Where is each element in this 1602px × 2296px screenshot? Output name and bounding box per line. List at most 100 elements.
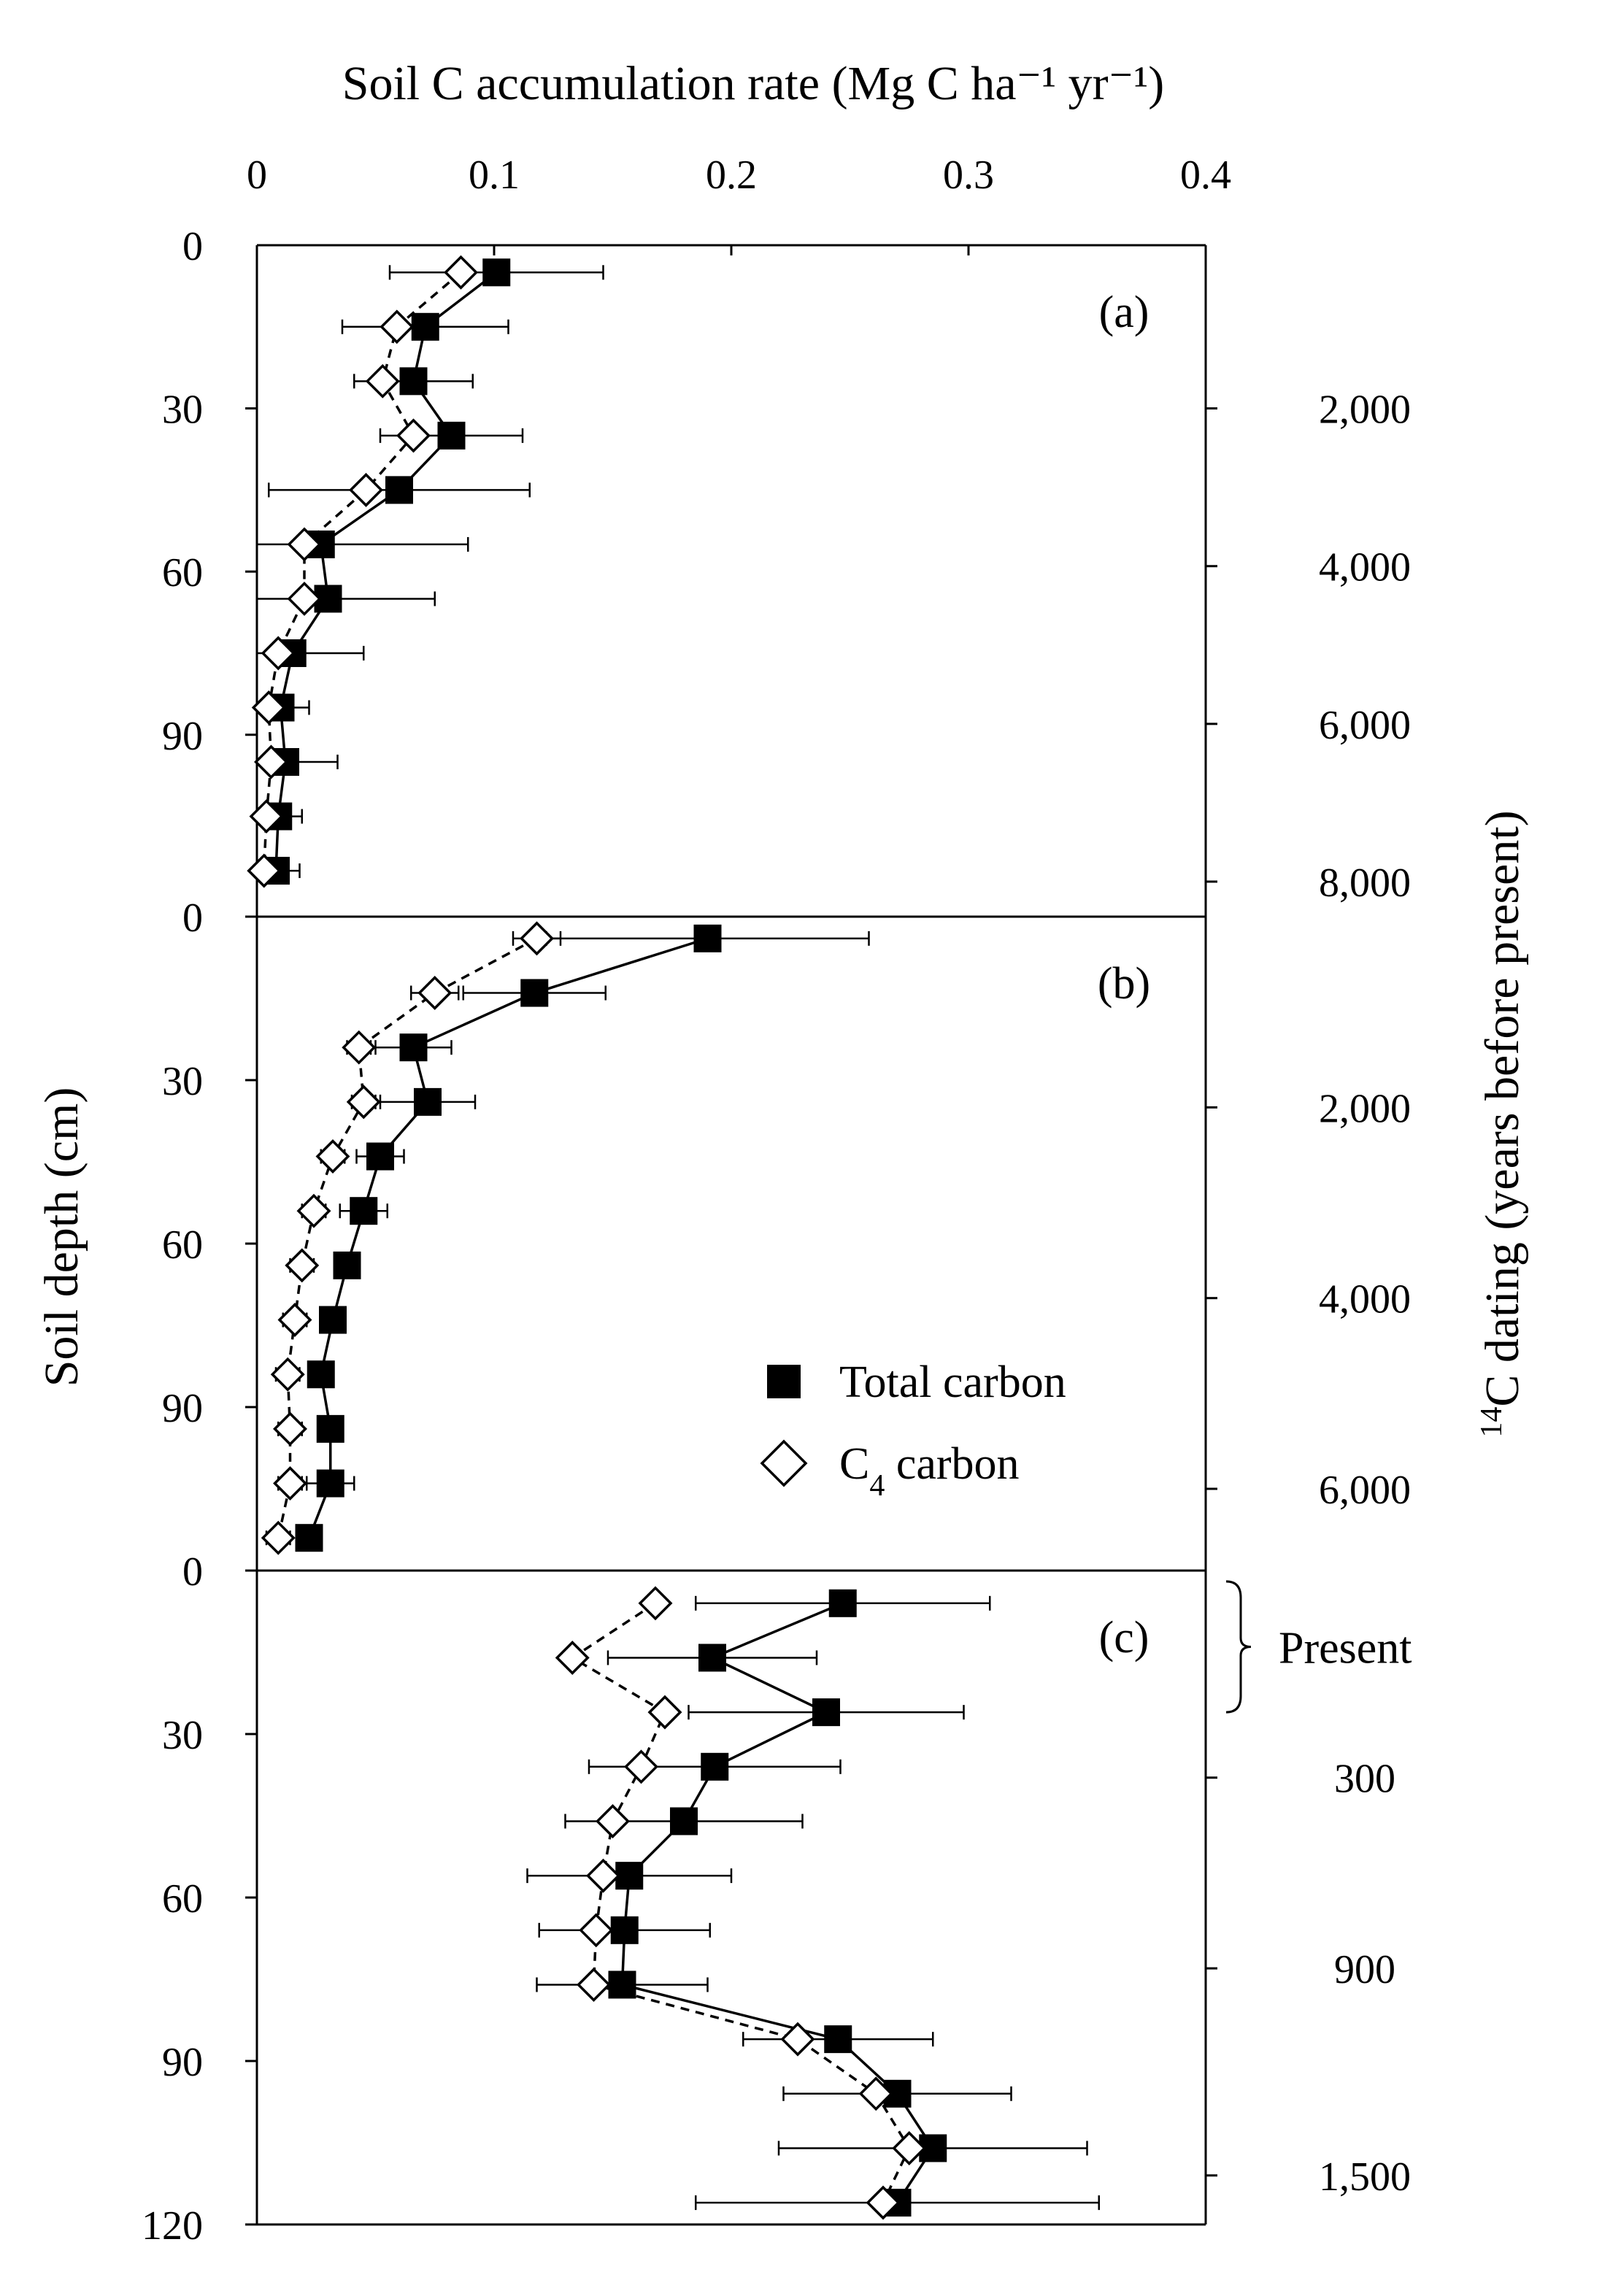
c4-carbon-point xyxy=(780,2022,815,2057)
y-tick-label: 60 xyxy=(162,1876,203,1922)
x-tick-label: 0 xyxy=(247,153,267,198)
c4-carbon-point xyxy=(417,976,453,1011)
c4-carbon-point xyxy=(577,1967,611,2002)
total-carbon-point xyxy=(307,1360,335,1389)
total-carbon-point xyxy=(411,312,439,341)
c4-carbon-point xyxy=(285,1248,320,1283)
y2-axis-title-main: C dating (years before present) xyxy=(1476,810,1529,1406)
c4-carbon-point xyxy=(277,1303,312,1338)
total-carbon-point xyxy=(670,1807,698,1835)
total-carbon-point xyxy=(385,476,413,504)
total-carbon-point xyxy=(828,1589,857,1617)
y-tick-label: 90 xyxy=(162,714,203,759)
total-carbon-point xyxy=(520,979,549,1007)
y-tick-label: 30 xyxy=(162,1059,203,1104)
c4-carbon-point xyxy=(249,799,284,834)
c4-carbon-point xyxy=(287,581,322,616)
c4-carbon-point xyxy=(349,472,383,507)
c4-carbon-point xyxy=(866,2185,901,2220)
y-tick-label: 90 xyxy=(162,1386,203,1431)
c4-carbon-point xyxy=(261,636,296,671)
x-tick-label: 0.2 xyxy=(706,153,757,198)
c4-carbon-point xyxy=(380,309,415,344)
total-carbon-point xyxy=(399,367,428,396)
panel-label: (c) xyxy=(1099,1613,1149,1663)
total-carbon-point xyxy=(316,1469,344,1498)
legend-c4-rest: carbon xyxy=(885,1439,1019,1489)
c4-carbon-point xyxy=(892,2130,927,2165)
panel-label: (a) xyxy=(1099,288,1149,337)
y-tick-label: 120 xyxy=(142,2203,203,2249)
total-carbon-line xyxy=(274,271,498,871)
present-bracket xyxy=(1225,1580,1252,1714)
total-carbon-point xyxy=(693,924,722,952)
y2-tick-label: 4,000 xyxy=(1319,545,1411,590)
panels: 0 0.1 0.2 0.3 0.4 0 30 60 90 2,000 4,000 6,000 8,000… xyxy=(142,153,1412,2249)
y2-tick-label: 2,000 xyxy=(1319,388,1411,433)
c4-carbon-point xyxy=(273,1411,307,1446)
panel-b: 0 30 60 90 2,000 4,000 6,000 (b) xyxy=(162,895,1411,1555)
total-carbon-point xyxy=(824,2025,852,2054)
total-carbon-point xyxy=(482,258,511,287)
total-carbon-point xyxy=(608,1971,636,1999)
legend-total-carbon-label: Total carbon xyxy=(839,1357,1066,1407)
c4-carbon-point xyxy=(579,1913,614,1948)
c4-carbon-point xyxy=(586,1858,620,1893)
y2-axis-title-sup: 14 xyxy=(1475,1407,1509,1438)
legend-total-carbon-marker xyxy=(767,1365,801,1398)
series-c4-carbon xyxy=(247,255,478,888)
series-c4-carbon xyxy=(555,1586,927,2220)
c4-carbon-point xyxy=(254,744,288,779)
total-carbon-point xyxy=(350,1197,378,1225)
c4-carbon-point xyxy=(638,1586,673,1621)
c4-carbon-line xyxy=(263,271,462,871)
c4-carbon-point xyxy=(346,1085,381,1120)
c4-carbon-point xyxy=(270,1357,305,1392)
total-carbon-point xyxy=(812,1698,840,1727)
c4-carbon-point xyxy=(342,1030,377,1065)
total-carbon-point xyxy=(319,1306,347,1334)
total-carbon-point xyxy=(698,1644,726,1672)
c4-carbon-point xyxy=(520,921,554,956)
y2-tick-label: 8,000 xyxy=(1319,860,1411,906)
legend: Total carbon C4 carbon xyxy=(760,1357,1066,1503)
y2-tick-label: 1,500 xyxy=(1319,2154,1411,2200)
total-carbon-point xyxy=(701,1752,729,1781)
y-tick-label: 0 xyxy=(182,224,203,269)
y2-tick-label: 6,000 xyxy=(1319,703,1411,748)
panel-a: 0 30 60 90 2,000 4,000 6,000 8,000 (a) xyxy=(162,224,1411,906)
c4-carbon-point xyxy=(296,1193,331,1228)
c4-carbon-point xyxy=(647,1695,682,1730)
y2-tick-label: 900 xyxy=(1334,1947,1395,1992)
x-tick-label: 0.4 xyxy=(1180,153,1231,198)
total-carbon-point xyxy=(316,1414,344,1443)
legend-c4-letter: C xyxy=(839,1439,869,1489)
c4-carbon-point xyxy=(365,363,400,398)
series-total-carbon xyxy=(526,1589,1100,2217)
y2-axis-title: 14C dating (years before present) xyxy=(1475,810,1529,1437)
y2-tick-label: 6,000 xyxy=(1319,1468,1411,1513)
x-axis-title: Soil C accumulation rate (Mg C ha⁻¹ yr⁻¹… xyxy=(342,57,1165,110)
total-carbon-point xyxy=(437,421,466,450)
y-tick-label: 30 xyxy=(162,388,203,433)
panel-c: 0 30 60 90 120 300 900 1,500 (c) Present xyxy=(142,1549,1412,2249)
total-carbon-line xyxy=(307,937,709,1538)
c4-carbon-point xyxy=(261,1520,296,1555)
c4-carbon-point xyxy=(624,1749,658,1784)
total-carbon-point xyxy=(366,1142,394,1171)
present-label: Present xyxy=(1279,1624,1412,1673)
series-c4-carbon xyxy=(261,921,562,1555)
c4-carbon-point xyxy=(444,255,478,290)
total-carbon-point xyxy=(399,1033,428,1062)
y2-tick-label: 4,000 xyxy=(1319,1277,1411,1322)
y-tick-label: 0 xyxy=(182,1549,203,1595)
y-tick-label: 60 xyxy=(162,550,203,596)
y2-tick-label: 300 xyxy=(1334,1757,1395,1802)
y-tick-label: 60 xyxy=(162,1222,203,1268)
total-carbon-point xyxy=(610,1916,639,1944)
total-carbon-point xyxy=(333,1251,361,1279)
c4-carbon-line xyxy=(277,937,538,1538)
c4-carbon-point xyxy=(287,527,322,562)
c4-carbon-point xyxy=(396,418,431,453)
